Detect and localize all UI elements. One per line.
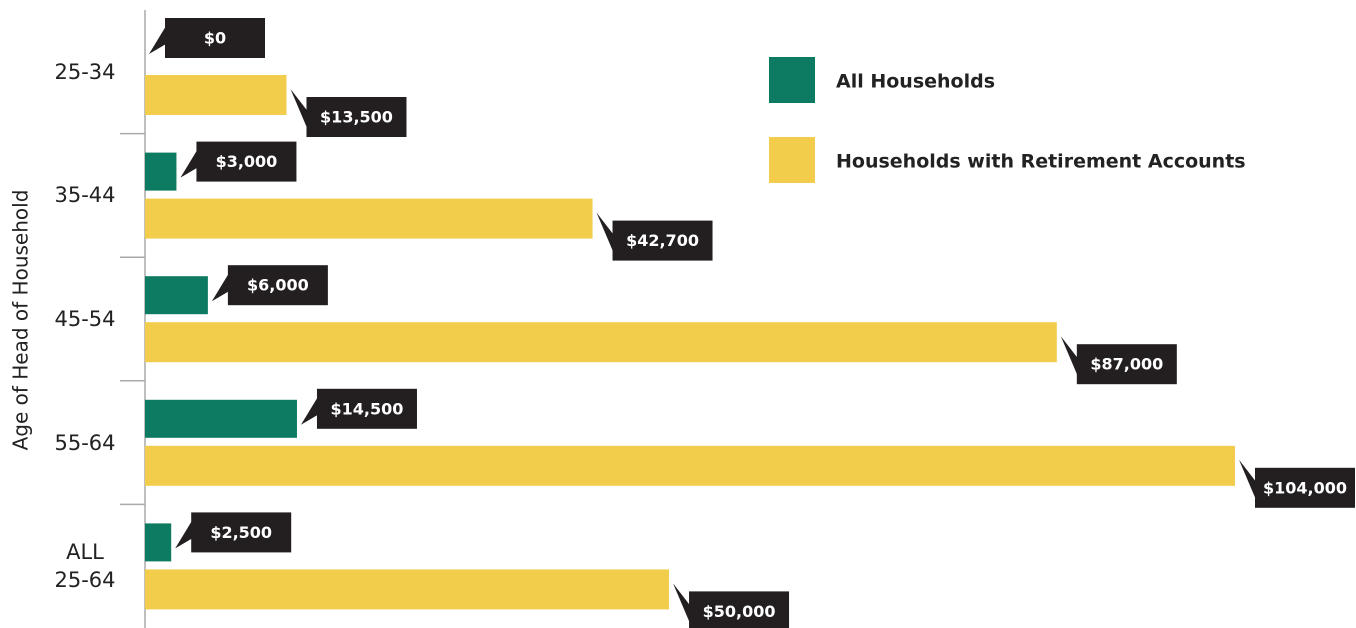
bar bbox=[145, 276, 208, 315]
value-label-box bbox=[165, 18, 265, 58]
bar bbox=[145, 75, 287, 115]
value-label: $6,000 bbox=[247, 276, 309, 295]
label-pointer bbox=[1239, 459, 1256, 500]
label-pointer bbox=[1060, 336, 1078, 377]
category-label: 25-34 bbox=[54, 59, 116, 84]
value-label-box bbox=[306, 97, 407, 137]
value-label-box bbox=[191, 512, 292, 553]
value-label-box bbox=[1076, 344, 1177, 385]
bar bbox=[145, 399, 297, 438]
value-label: $50,000 bbox=[703, 602, 776, 621]
label-pointer bbox=[300, 396, 318, 425]
legend-swatch bbox=[769, 137, 815, 183]
value-label-box bbox=[227, 265, 328, 306]
y-axis-label: Age of Head of Household bbox=[9, 190, 33, 451]
value-label-box bbox=[316, 388, 417, 429]
category-label: 55-64 bbox=[54, 430, 116, 455]
value-label: $14,500 bbox=[331, 399, 404, 418]
category-label: ALL 25-64 bbox=[54, 540, 116, 593]
bar bbox=[145, 152, 177, 191]
legend-swatch bbox=[769, 57, 815, 103]
bar bbox=[145, 523, 172, 562]
bar bbox=[145, 322, 1057, 363]
value-label: $87,000 bbox=[1090, 355, 1163, 374]
bar bbox=[145, 445, 1235, 486]
label-pointer bbox=[149, 26, 166, 54]
value-label: $3,000 bbox=[216, 152, 278, 171]
value-label-box bbox=[689, 591, 790, 628]
legend-label: Households with Retirement Accounts bbox=[836, 151, 1246, 173]
label-pointer bbox=[673, 583, 691, 624]
legend-label: All Households bbox=[836, 71, 995, 93]
value-label: $42,700 bbox=[626, 231, 699, 250]
category-label: 45-54 bbox=[54, 307, 116, 331]
value-label: $2,500 bbox=[210, 523, 272, 542]
label-pointer bbox=[180, 149, 198, 178]
value-label-box bbox=[1255, 467, 1355, 508]
label-pointer bbox=[211, 273, 229, 302]
value-label-box bbox=[612, 220, 713, 261]
bar bbox=[145, 198, 593, 239]
bar bbox=[145, 569, 670, 610]
label-pointer bbox=[175, 520, 193, 549]
label-pointer bbox=[596, 212, 614, 253]
value-label: $0 bbox=[204, 29, 226, 48]
category-label: 35-44 bbox=[54, 183, 116, 208]
value-label: $104,000 bbox=[1263, 478, 1347, 497]
value-label-box bbox=[196, 141, 297, 182]
value-label: $13,500 bbox=[320, 108, 393, 127]
label-pointer bbox=[290, 89, 308, 129]
